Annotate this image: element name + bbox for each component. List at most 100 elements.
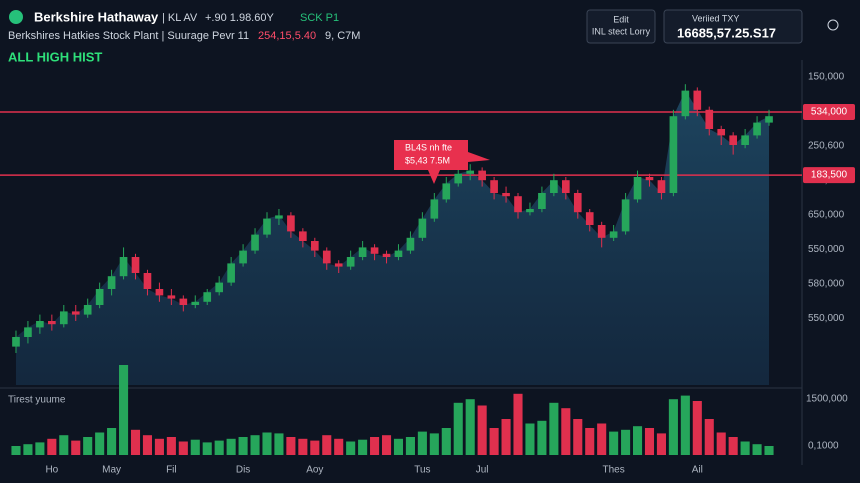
candle-body: [394, 250, 403, 257]
volume-bar: [47, 438, 57, 455]
candle-body: [83, 305, 92, 315]
candle-body: [263, 218, 271, 235]
volume-bar: [549, 402, 559, 455]
volume-bar: [513, 393, 523, 455]
candle-body: [227, 263, 235, 283]
volume-bar: [728, 437, 738, 455]
candle-body: [538, 193, 546, 209]
chart-title: ALL HIGH HIST: [8, 49, 102, 64]
volume-bar: [83, 437, 93, 455]
logo: [9, 10, 23, 24]
annotation-line: BL4S nh fte: [405, 142, 452, 152]
volume-bar: [190, 439, 200, 455]
candle-body: [143, 273, 152, 289]
candle-body: [95, 289, 104, 305]
volume-bar: [644, 428, 655, 455]
candle-body: [179, 298, 188, 305]
volume-bar: [453, 402, 463, 455]
candle-body: [107, 276, 116, 289]
candle-body: [239, 250, 247, 264]
subtitle: Berkshires Hatkies Stock Plant | Suurage…: [8, 30, 249, 42]
volume-bar: [381, 435, 392, 455]
volume-bar: [71, 440, 81, 455]
settings-icon[interactable]: [827, 19, 839, 31]
candle-body: [299, 231, 307, 241]
price-label: 250,600: [808, 141, 845, 152]
candle-body: [346, 257, 355, 267]
volume-bar: [11, 446, 21, 455]
candle-body: [358, 247, 367, 257]
level-label: 183,500: [811, 170, 848, 181]
candle-body: [406, 237, 415, 251]
candle-body: [502, 193, 510, 197]
candle-body: [275, 215, 283, 219]
volume-bar: [226, 438, 236, 455]
edit-label: Edit: [613, 14, 629, 24]
candle-body: [645, 177, 654, 181]
volume-bar: [286, 437, 296, 455]
edit-button[interactable]: [586, 9, 656, 44]
candle-body: [24, 327, 32, 337]
candle-body: [753, 122, 761, 136]
volume-bar: [429, 433, 439, 455]
candle-body: [310, 241, 319, 251]
volume-bar: [525, 423, 535, 455]
x-tick-label: Tus: [414, 465, 430, 476]
dropdown-label: Veriied TXY: [692, 13, 739, 23]
volume-bar: [752, 444, 762, 455]
volume-label: 0,1000: [808, 441, 839, 452]
volume-bar: [214, 440, 224, 455]
candle-body: [48, 321, 56, 325]
price-label: 550,000: [808, 313, 845, 324]
volume-bar: [334, 438, 344, 455]
volume-bar: [405, 437, 415, 455]
volume-bar: [130, 429, 141, 455]
candle-body: [12, 337, 20, 347]
candle-body: [119, 257, 128, 277]
candle-body: [657, 180, 666, 193]
candle-body: [71, 311, 80, 315]
candle-body: [526, 209, 534, 213]
dropdown[interactable]: [663, 9, 803, 44]
volume-bar: [692, 401, 702, 455]
change: +.90 1.98.60Y: [205, 12, 274, 24]
candle-body: [251, 234, 259, 251]
price-label: 150,000: [808, 72, 845, 83]
candle-body: [203, 292, 212, 302]
price-label: 650,000: [808, 210, 845, 221]
volume-bar: [597, 423, 607, 455]
volume-bar: [740, 441, 750, 455]
candle-body: [167, 295, 176, 299]
volume-bar: [346, 441, 356, 455]
x-tick-label: Dis: [236, 465, 250, 476]
volume-bar: [154, 438, 164, 455]
candle-body: [621, 199, 630, 232]
candle-body: [609, 231, 618, 238]
candle-body: [729, 135, 737, 145]
volume-bar: [501, 419, 511, 455]
candle-body: [322, 250, 331, 264]
subtitle-value: 254,15,5.40: [258, 30, 316, 42]
candle-body: [466, 170, 475, 174]
candle-body: [585, 212, 594, 225]
candle-body: [490, 180, 498, 193]
name: Berkshire Hathaway: [34, 9, 159, 24]
volume-bar: [656, 433, 666, 455]
price-label: 580,000: [808, 279, 845, 290]
volume-bar: [35, 442, 45, 455]
volume-bar: [764, 446, 774, 455]
volume-bar: [393, 438, 404, 455]
volume-bar: [322, 435, 332, 455]
candle-body: [478, 170, 486, 181]
subtitle-tail: 9, C7M: [325, 30, 360, 42]
volume-bar: [537, 420, 547, 455]
volume-label: 1500,000: [806, 394, 848, 405]
volume-bar: [274, 433, 284, 455]
volume-bar: [107, 428, 117, 455]
candle-body: [215, 282, 224, 293]
price-label: 550,000: [808, 244, 845, 255]
volume-bar: [632, 426, 643, 455]
volume-bar: [561, 408, 571, 455]
candle-body: [36, 321, 44, 328]
